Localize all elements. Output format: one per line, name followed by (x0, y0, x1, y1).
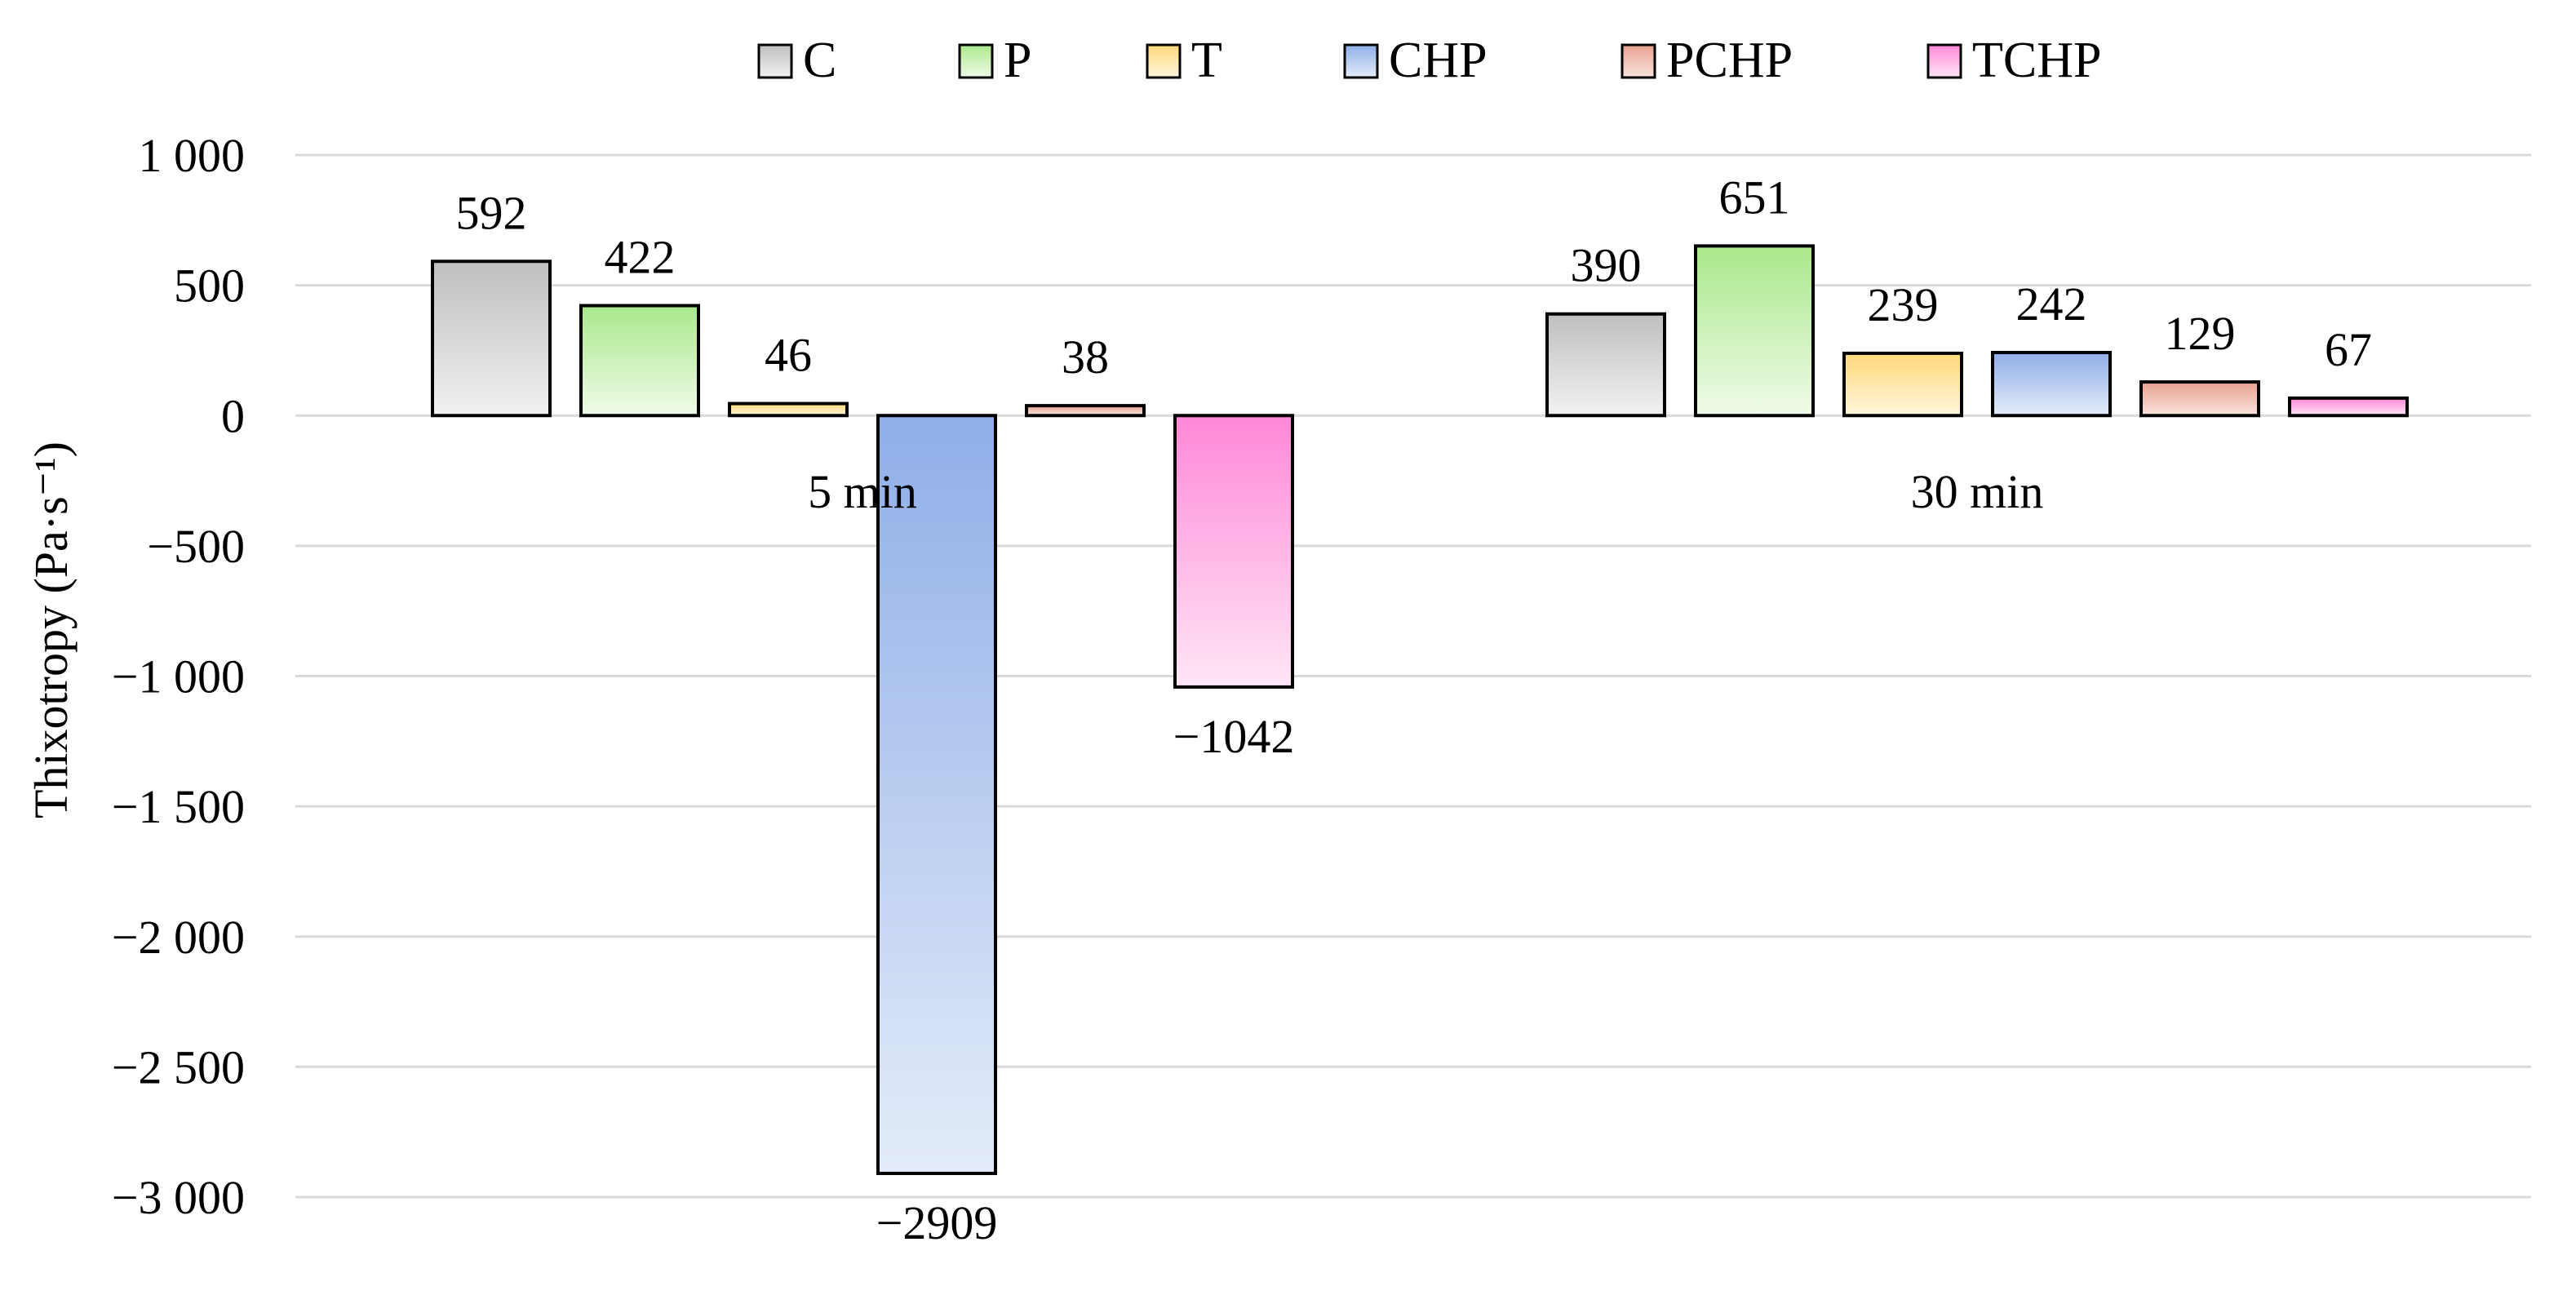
legend-label: PCHP (1666, 33, 1793, 88)
data-label: 67 (2325, 323, 2372, 376)
y-tick-label: 0 (221, 389, 245, 442)
category-label: 30 min (1911, 465, 2044, 518)
legend-swatch (1343, 43, 1379, 79)
category-label: 5 min (808, 465, 917, 518)
legend-swatch (1146, 43, 1182, 79)
y-tick-label: −500 (147, 520, 245, 573)
bar-p-1 (1694, 244, 1815, 418)
legend-label: T (1191, 33, 1222, 88)
bar-c-0 (431, 259, 552, 418)
y-tick-label: −3 000 (112, 1171, 245, 1224)
legend-item-p: P (958, 33, 1031, 88)
legend-item-t: T (1146, 33, 1222, 88)
legend-swatch (1926, 43, 1962, 79)
category-labels: 5 min 30 min (808, 465, 2043, 518)
y-tick-label: −1 500 (112, 780, 245, 833)
y-tick-label: −1 000 (112, 650, 245, 703)
data-label: 242 (2016, 277, 2087, 330)
legend-swatch (1621, 43, 1656, 79)
data-label: 239 (1868, 278, 1939, 331)
data-label: 651 (1719, 171, 1790, 224)
y-tick-label: −2 500 (112, 1040, 245, 1093)
data-label: 46 (765, 329, 812, 382)
legend: C P T CHP PCHP TCHP (757, 33, 2101, 88)
legend-label: C (803, 33, 836, 88)
legend-label: CHP (1389, 33, 1488, 88)
y-tick-label: 500 (174, 259, 245, 313)
legend-item-chp: CHP (1343, 33, 1488, 88)
bar-c-1 (1545, 312, 1666, 418)
legend-item-pchp: PCHP (1621, 33, 1793, 88)
y-tick-label: −2 000 (112, 911, 245, 964)
bar-tchp-1 (2288, 396, 2409, 418)
data-labels: 592 422 46 −2909 38 −1042 390 651 239 242 129 67 (456, 171, 2373, 1249)
legend-item-c: C (757, 33, 836, 88)
bar-pchp-0 (1025, 404, 1146, 418)
data-label: 390 (1571, 239, 1642, 292)
y-axis-title: Thixotropy (Pa·s⁻¹) (24, 441, 78, 818)
bar-tchp-0 (1173, 414, 1294, 689)
bar-pchp-1 (2139, 380, 2260, 418)
bar-t-0 (728, 401, 849, 418)
y-tick-label: 1 000 (139, 129, 246, 182)
bar-chp-0 (876, 414, 997, 1175)
data-label: 422 (605, 231, 676, 284)
bar-t-1 (1842, 351, 1963, 418)
bar-p-0 (579, 304, 700, 418)
data-label: 38 (1062, 330, 1109, 384)
data-label: −1042 (1173, 710, 1295, 763)
legend-item-tchp: TCHP (1926, 33, 2101, 88)
data-label: −2909 (876, 1196, 998, 1249)
legend-swatch (757, 43, 793, 79)
legend-label: P (1004, 33, 1031, 88)
y-axis-ticks: 1 000 500 0 −500 −1 000 −1 500 −2 000 −2 500 −3 … (112, 129, 245, 1224)
legend-swatch (958, 43, 994, 79)
data-label: 592 (456, 186, 527, 239)
legend-label: TCHP (1972, 33, 2101, 88)
bar-chp-1 (1991, 350, 2112, 418)
data-label: 129 (2165, 307, 2236, 360)
bars (431, 244, 2409, 1175)
